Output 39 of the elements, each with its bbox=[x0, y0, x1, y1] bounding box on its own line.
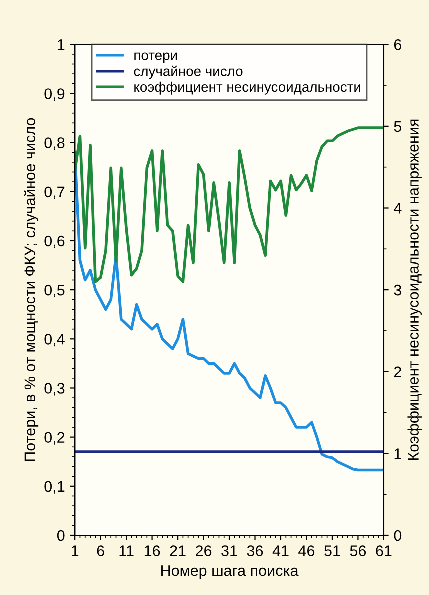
y2-tick-label: 5 bbox=[394, 121, 402, 132]
x-tick-label: 26 bbox=[196, 546, 212, 556]
y2-tick-label: 1 bbox=[394, 448, 402, 460]
line-series bbox=[75, 126, 384, 284]
y-tick-label: 0,8 bbox=[44, 138, 65, 150]
y-tick-label: 0,5 bbox=[44, 284, 65, 298]
y2-tick-label: 3 bbox=[394, 284, 402, 296]
legend-label: потери bbox=[134, 52, 178, 64]
x-tick-label: 61 bbox=[376, 546, 392, 556]
y-axis-title: Потери, в % от мощности ФКУ; случайное число bbox=[24, 118, 39, 462]
y-tick-label: 0,9 bbox=[44, 88, 65, 102]
y-tick-label: 0,6 bbox=[44, 236, 65, 248]
x-tick-label: 16 bbox=[144, 546, 160, 556]
y-tick-label: 0,3 bbox=[44, 383, 65, 396]
y-tick-label: 0,1 bbox=[44, 481, 65, 494]
x-tick-label: 51 bbox=[324, 546, 340, 556]
legend-label: случайное число bbox=[134, 66, 243, 80]
x-tick-label: 56 bbox=[350, 546, 366, 556]
y-tick-label: 0,7 bbox=[44, 186, 65, 200]
line-series bbox=[75, 151, 384, 472]
x-tick-label: 21 bbox=[170, 546, 186, 556]
legend-label: коэффициент несинусоидальности bbox=[134, 82, 360, 95]
y2-tick-label: 4 bbox=[394, 203, 402, 214]
y-tick-label: 0,4 bbox=[44, 334, 65, 347]
y-tick-label: 0,2 bbox=[44, 432, 65, 445]
y-tick-label: 0 bbox=[57, 530, 65, 542]
x-tick-label: 11 bbox=[120, 546, 134, 556]
y2-tick-label: 6 bbox=[394, 39, 402, 50]
y-tick-label: 1 bbox=[58, 40, 65, 50]
y2-axis-title: Коэффициент несинусоидальности напряжения bbox=[408, 120, 422, 460]
y2-tick-label: 2 bbox=[394, 366, 402, 378]
x-tick-label: 1 bbox=[72, 546, 79, 556]
y2-tick-label: 0 bbox=[394, 530, 402, 542]
x-tick-label: 46 bbox=[298, 546, 315, 556]
x-axis-title: Номер шага поиска bbox=[162, 566, 299, 580]
x-tick-label: 41 bbox=[272, 546, 289, 556]
x-tick-label: 31 bbox=[222, 546, 238, 556]
x-tick-label: 36 bbox=[247, 546, 264, 556]
x-tick-label: 6 bbox=[97, 546, 104, 556]
